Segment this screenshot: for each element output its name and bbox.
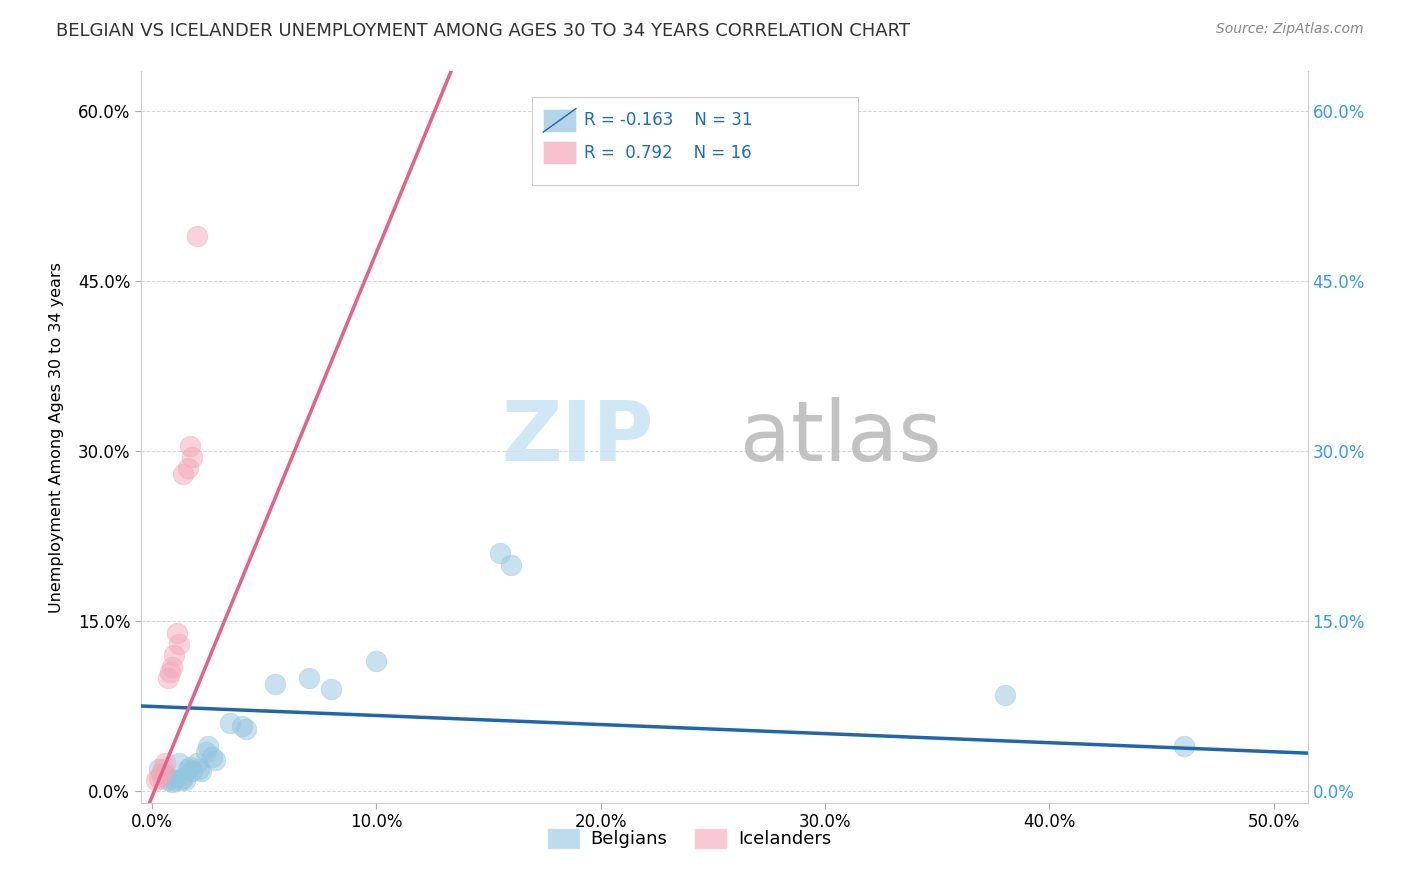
Point (264, 677, 287, 691)
Point (186, 228, 208, 243)
Point (160, 775, 183, 789)
Point (488, 546, 510, 560)
Point (159, 771, 181, 785)
Point (156, 773, 179, 788)
Point (499, 558, 522, 572)
Point (179, 759, 201, 773)
Point (167, 756, 190, 771)
Point (177, 461, 200, 475)
FancyBboxPatch shape (543, 141, 576, 164)
FancyBboxPatch shape (531, 97, 858, 185)
Point (159, 665, 181, 680)
Point (219, 716, 242, 731)
Point (156, 671, 179, 685)
Point (167, 637, 190, 651)
Point (170, 773, 193, 788)
Point (181, 450, 204, 464)
Text: ZIP: ZIP (502, 397, 654, 477)
Point (172, 771, 194, 785)
Point (163, 648, 186, 663)
Point (298, 671, 321, 685)
Text: Source: ZipAtlas.com: Source: ZipAtlas.com (1216, 22, 1364, 37)
Point (197, 739, 219, 753)
Point (172, 467, 194, 481)
Point (148, 771, 170, 785)
Point (186, 756, 208, 771)
Point (201, 750, 224, 764)
Y-axis label: Unemployment Among Ages 30 to 34 years: Unemployment Among Ages 30 to 34 years (49, 261, 63, 613)
Point (204, 753, 226, 767)
Text: R =  0.792    N = 16: R = 0.792 N = 16 (583, 144, 752, 161)
Point (179, 439, 201, 453)
Point (366, 654, 388, 668)
Point (177, 762, 200, 776)
Text: R = -0.163    N = 31: R = -0.163 N = 31 (583, 112, 752, 129)
Point (145, 773, 167, 788)
Text: atlas: atlas (740, 397, 942, 477)
Point (166, 625, 188, 640)
Point (152, 767, 174, 781)
Point (155, 756, 177, 771)
FancyBboxPatch shape (543, 109, 576, 132)
Point (174, 773, 197, 788)
Point (149, 767, 172, 781)
Point (163, 773, 186, 788)
Point (152, 762, 174, 776)
Point (188, 762, 211, 776)
Point (160, 659, 183, 673)
Point (181, 764, 204, 778)
Point (231, 719, 253, 733)
Point (148, 762, 170, 776)
Text: BELGIAN VS ICELANDER UNEMPLOYMENT AMONG AGES 30 TO 34 YEARS CORRELATION CHART: BELGIAN VS ICELANDER UNEMPLOYMENT AMONG … (56, 22, 910, 40)
Point (1173, 739, 1195, 753)
Point (321, 682, 343, 697)
Point (194, 745, 217, 759)
Point (190, 764, 212, 778)
Point (235, 722, 257, 736)
Point (994, 688, 1017, 702)
Legend: Belgians, Icelanders: Belgians, Icelanders (540, 821, 838, 856)
